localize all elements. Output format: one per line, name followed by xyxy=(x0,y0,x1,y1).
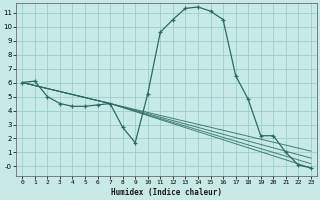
X-axis label: Humidex (Indice chaleur): Humidex (Indice chaleur) xyxy=(111,188,222,197)
